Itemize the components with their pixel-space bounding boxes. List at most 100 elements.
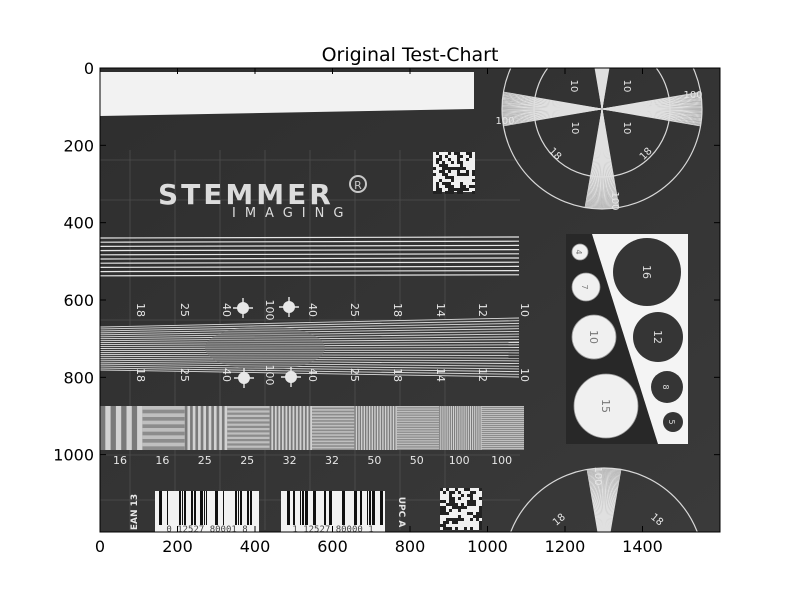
test-circle bbox=[633, 312, 683, 362]
star-spoke-left bbox=[505, 556, 604, 568]
fan-label-top: 40 bbox=[220, 303, 233, 317]
noise-cell bbox=[460, 182, 463, 185]
star-spoke-right bbox=[604, 568, 704, 570]
horizontal-line bbox=[100, 270, 520, 273]
bar-stripe bbox=[481, 426, 524, 427]
star-spoke-down bbox=[597, 568, 604, 600]
star-spoke-up bbox=[606, 468, 612, 532]
bar-stripe bbox=[357, 406, 359, 450]
bar-group-label: 25 bbox=[198, 454, 212, 467]
bar-group-label: 16 bbox=[155, 454, 169, 467]
noise-cell bbox=[439, 191, 442, 194]
bar-stripe bbox=[481, 432, 524, 433]
noise-cell bbox=[440, 509, 443, 512]
noise-cell bbox=[476, 515, 479, 518]
noise-cell bbox=[460, 167, 463, 170]
star-label: 100 bbox=[609, 191, 620, 210]
bar-stripe bbox=[110, 406, 116, 450]
bar-stripe bbox=[396, 440, 440, 442]
noise-cell bbox=[448, 170, 451, 173]
bar-stripe bbox=[287, 406, 290, 450]
barcode-bar bbox=[305, 491, 308, 525]
star-spoke-up bbox=[598, 468, 603, 532]
star-label: 100 bbox=[495, 116, 514, 127]
bar-stripe bbox=[449, 406, 451, 450]
star-spoke-down bbox=[604, 568, 619, 600]
star-spoke-down bbox=[604, 568, 608, 600]
y-tick-label: 0 bbox=[84, 59, 94, 78]
bar-stripe bbox=[481, 440, 524, 441]
bar-stripe bbox=[200, 406, 204, 450]
test-circle bbox=[613, 238, 681, 306]
bar-stripe bbox=[142, 435, 185, 439]
bar-stripe bbox=[396, 445, 440, 447]
bar-stripe bbox=[227, 441, 270, 444]
star-spoke-down bbox=[596, 568, 604, 600]
bar-group-label: 25 bbox=[240, 454, 254, 467]
noise-cell bbox=[449, 500, 452, 503]
star-spoke-up bbox=[608, 468, 618, 532]
noise-cell bbox=[446, 488, 449, 491]
star-spoke-left bbox=[504, 559, 604, 568]
noise-cell bbox=[451, 191, 454, 194]
noise-cell bbox=[479, 521, 482, 524]
barcode-bar bbox=[302, 491, 304, 525]
bar-stripe bbox=[378, 406, 380, 450]
bar-stripe bbox=[481, 418, 524, 419]
barcode-bar bbox=[200, 491, 203, 525]
barcode-left-type: EAN 13 bbox=[130, 494, 140, 530]
horizontal-line bbox=[100, 253, 520, 256]
star-label: 100 bbox=[592, 466, 603, 485]
bar-stripe bbox=[396, 437, 440, 439]
bar-stripe bbox=[312, 418, 355, 421]
bar-stripe bbox=[441, 406, 443, 450]
barcode-bar bbox=[167, 491, 168, 525]
noise-cell bbox=[439, 170, 442, 173]
noise-cell bbox=[458, 506, 461, 509]
star-spoke-down bbox=[604, 568, 605, 600]
bar-stripe bbox=[227, 436, 270, 439]
test-circle bbox=[663, 412, 683, 432]
fan-line bbox=[100, 365, 520, 373]
noise-cell bbox=[461, 494, 464, 497]
noise-cell bbox=[473, 500, 476, 503]
star-spoke-up bbox=[604, 468, 606, 532]
barcode-bar bbox=[360, 491, 362, 525]
star-spoke-right bbox=[604, 563, 704, 568]
star-spoke-up bbox=[604, 468, 608, 532]
bar-stripe bbox=[396, 432, 440, 435]
bar-stripe bbox=[354, 406, 356, 450]
fan-line bbox=[100, 363, 520, 370]
bar-stripe bbox=[451, 406, 453, 450]
noise-cell bbox=[436, 182, 439, 185]
noise-cell bbox=[445, 173, 448, 176]
test-circle bbox=[571, 272, 601, 302]
star-spoke-left bbox=[505, 568, 604, 585]
noise-cell bbox=[472, 191, 475, 194]
star-spoke-left bbox=[504, 568, 604, 571]
star-spoke-up bbox=[609, 469, 620, 532]
bar-stripe bbox=[142, 413, 185, 417]
star-spoke-up bbox=[603, 467, 605, 532]
bar-stripe bbox=[396, 420, 440, 422]
noise-cell bbox=[464, 488, 467, 491]
noise-cell bbox=[454, 188, 457, 191]
noise-cell bbox=[443, 509, 446, 512]
noise-cell bbox=[479, 506, 482, 509]
star-spoke-down bbox=[604, 568, 606, 600]
bar-stripe bbox=[312, 412, 355, 414]
bar-group-label: 32 bbox=[325, 454, 339, 467]
noise-cell bbox=[449, 491, 452, 494]
noise-cell bbox=[460, 164, 463, 167]
star-spoke-down bbox=[587, 568, 604, 600]
fan-line bbox=[100, 317, 520, 328]
bar-stripe bbox=[475, 406, 477, 450]
bar-stripe bbox=[184, 406, 188, 450]
noise-cell bbox=[457, 158, 460, 161]
bar-stripe bbox=[477, 406, 479, 450]
y-tick-label: 800 bbox=[63, 368, 94, 387]
star-spoke-left bbox=[504, 561, 604, 568]
noise-cell bbox=[467, 488, 470, 491]
noise-cell bbox=[440, 500, 443, 503]
noise-cell bbox=[457, 191, 460, 194]
